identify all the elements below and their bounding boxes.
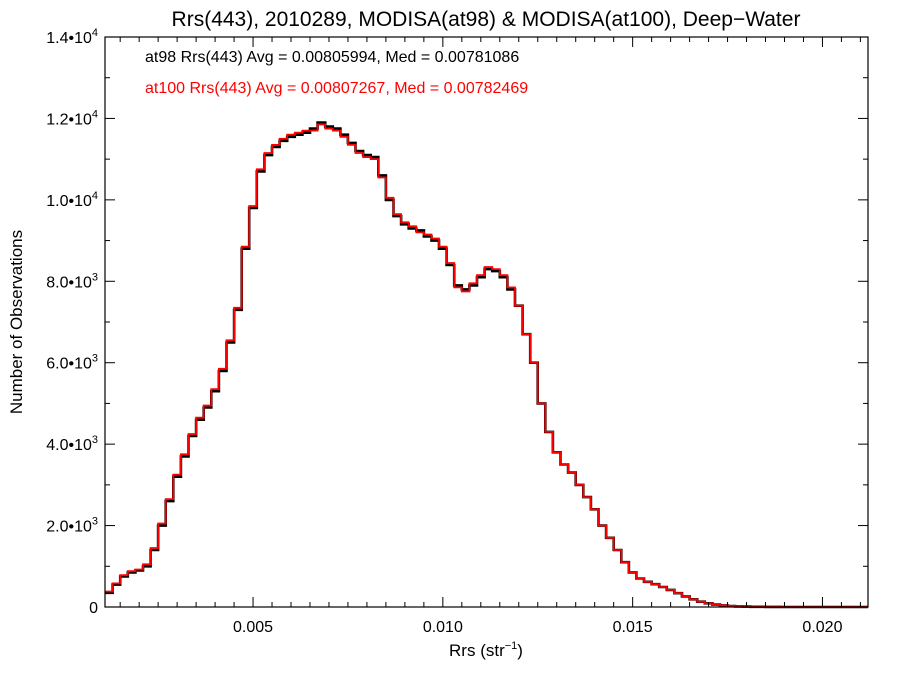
y-tick-label: 8.0•103 <box>46 271 98 291</box>
x-tick-label: 0.005 <box>233 619 273 636</box>
y-tick-label: 1.2•104 <box>46 108 98 128</box>
x-tick-label: 0.015 <box>613 619 653 636</box>
x-axis-label-main: Rrs (str <box>449 641 505 660</box>
chart-title: Rrs(443), 2010289, MODISA(at98) & MODISA… <box>172 8 801 31</box>
x-axis-label-sup: −1 <box>505 640 518 652</box>
x-axis-label: Rrs (str−1) <box>449 640 523 660</box>
x-axis-label-tail: ) <box>517 641 523 660</box>
series-line-at98 <box>105 121 868 609</box>
y-tick-label: 2.0•103 <box>46 516 98 536</box>
annotation-at98: at98 Rrs(443) Avg = 0.00805994, Med = 0.… <box>145 49 519 66</box>
y-tick-label: 1.0•104 <box>46 190 98 210</box>
y-tick-label: 1.4•104 <box>46 27 98 47</box>
annotation-at100: at100 Rrs(443) Avg = 0.00807267, Med = 0… <box>145 80 528 97</box>
ticks-layer: 0.005 0.010 0.015 0.020 0 2.0•103 4.0•103 6.0•1… <box>46 27 868 636</box>
x-tick-label: 0.020 <box>802 619 842 636</box>
y-tick-label: 0 <box>89 600 98 617</box>
series-layer <box>105 121 868 609</box>
plot-frame <box>104 36 869 608</box>
y-tick-label: 6.0•103 <box>46 353 98 373</box>
y-axis-label: Number of Observations <box>7 230 26 414</box>
y-tick-label: 4.0•103 <box>46 434 98 454</box>
x-tick-label: 0.010 <box>423 619 463 636</box>
series-line-at100 <box>105 123 868 608</box>
